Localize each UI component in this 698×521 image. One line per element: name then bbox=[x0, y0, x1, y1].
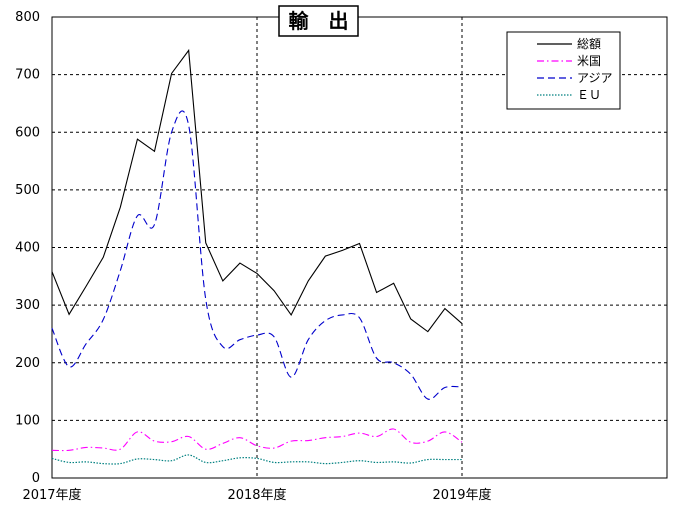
y-tick-label: 600 bbox=[15, 125, 40, 140]
series-line-1 bbox=[51, 428, 463, 452]
x-tick-label: 2019年度 bbox=[432, 487, 491, 503]
y-tick-label: 800 bbox=[15, 10, 40, 25]
y-tick-label: 300 bbox=[15, 298, 40, 313]
series-line-0 bbox=[51, 48, 463, 333]
legend-label-0: 総額 bbox=[577, 37, 601, 51]
y-tick-label: 0 bbox=[32, 471, 40, 486]
y-tick-label: 200 bbox=[15, 356, 40, 371]
legend-label-3: ＥＵ bbox=[577, 88, 601, 102]
y-tick-label: 400 bbox=[15, 241, 40, 256]
y-tick-label: 700 bbox=[15, 68, 40, 83]
chart-title: 輸 出 bbox=[289, 9, 349, 33]
y-axis-tick-labels: 0 100 200 300 400 500 600 700 800 bbox=[15, 10, 40, 486]
series-line-2 bbox=[51, 110, 463, 400]
legend-label-1: 米国 bbox=[577, 54, 601, 68]
x-axis-tick-labels: 2017年度 2018年度 2019年度 bbox=[22, 487, 491, 503]
y-tick-label: 500 bbox=[15, 183, 40, 198]
grid-lines bbox=[52, 17, 667, 478]
y-tick-label: 100 bbox=[15, 413, 40, 428]
chart-title-box: 輸 出 bbox=[278, 5, 359, 37]
legend-label-2: アジア bbox=[577, 71, 613, 85]
x-tick-label: 2018年度 bbox=[227, 487, 286, 503]
plot-area-frame bbox=[51, 16, 668, 479]
series-lines bbox=[51, 48, 463, 465]
x-tick-label: 2017年度 bbox=[22, 487, 81, 503]
